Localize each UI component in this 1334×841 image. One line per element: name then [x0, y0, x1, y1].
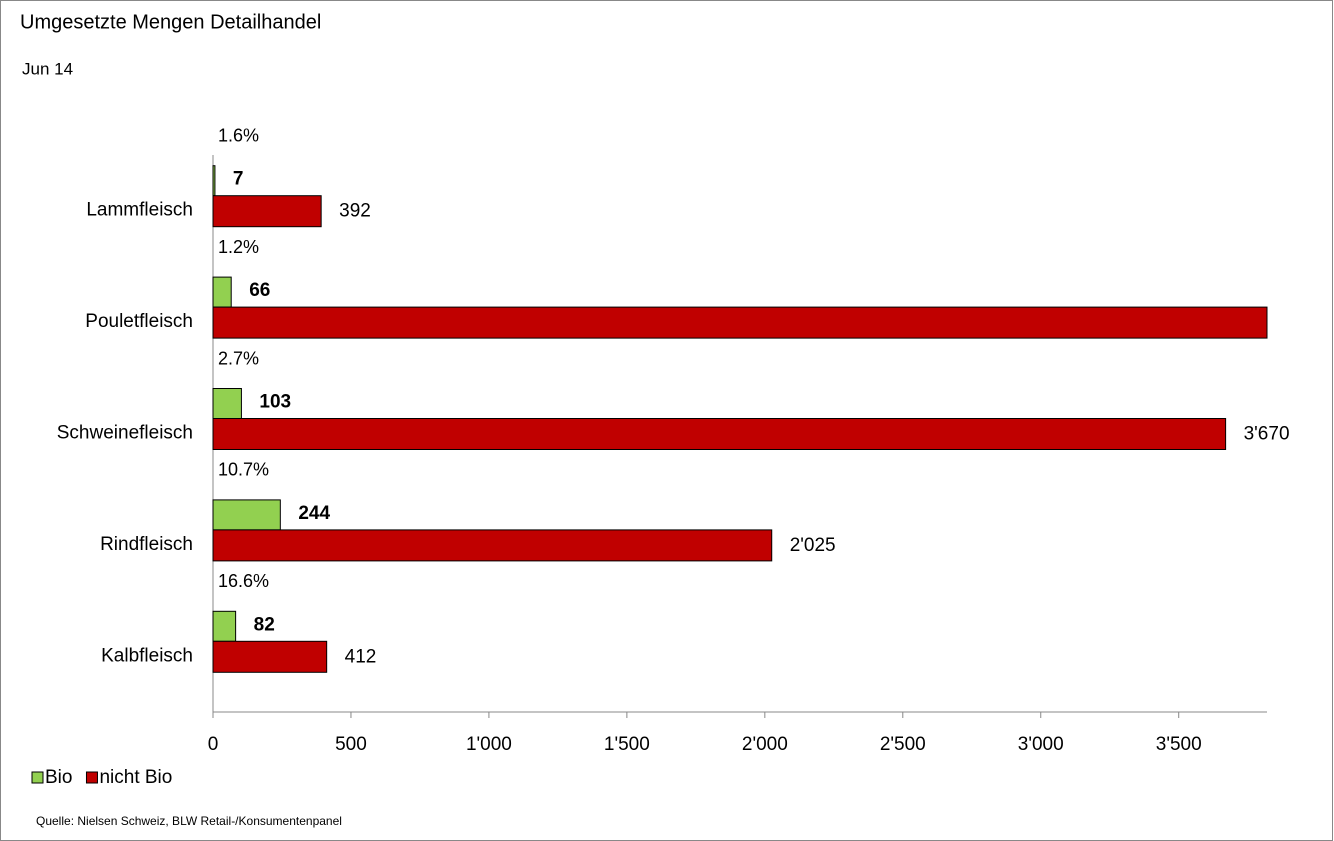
bar — [212, 306, 1268, 339]
x-tick-label: 2'500 — [880, 734, 926, 755]
x-tick-label: 1'000 — [466, 734, 512, 755]
legend-label: nicht Bio — [99, 767, 172, 788]
y-tick-label: Schweinefleisch — [57, 423, 193, 444]
share-label: 10.7% — [218, 460, 269, 480]
data-label: 412 — [345, 646, 377, 667]
y-tick-label: Kalbfleisch — [101, 645, 193, 666]
data-label: 66 — [249, 280, 270, 301]
share-label: 1.6% — [218, 125, 259, 145]
data-label: 2'025 — [790, 535, 836, 556]
bar — [212, 418, 1227, 450]
source-note: Quelle: Nielsen Schweiz, BLW Retail-/Kon… — [36, 814, 342, 828]
bar — [212, 610, 237, 642]
bar — [212, 195, 322, 228]
data-label: 7 — [233, 169, 244, 190]
share-label: 1.2% — [218, 237, 259, 257]
share-label: 16.6% — [218, 571, 269, 591]
y-tick-label: Lammfleisch — [86, 200, 193, 221]
x-tick-label: 1'500 — [604, 734, 650, 755]
legend-swatch — [31, 771, 44, 784]
bar — [212, 388, 242, 419]
share-label: 2.7% — [218, 348, 259, 368]
data-label: 82 — [254, 614, 275, 635]
data-label: 244 — [298, 503, 330, 524]
data-label: 103 — [259, 392, 291, 413]
bar — [212, 276, 232, 308]
x-tick-label: 0 — [208, 734, 219, 755]
legend-label: Bio — [45, 767, 72, 788]
x-tick-label: 500 — [335, 734, 367, 755]
legend-swatch — [85, 771, 98, 784]
chart-title: Umgesetzte Mengen Detailhandel — [20, 11, 321, 33]
bar — [212, 165, 216, 197]
bar — [212, 640, 328, 673]
y-tick-label: Pouletfleisch — [85, 311, 193, 332]
data-label: 392 — [339, 201, 371, 222]
bar — [212, 529, 773, 562]
y-tick-label: Rindfleisch — [100, 534, 193, 555]
x-tick-label: 3'500 — [1156, 734, 1202, 755]
x-tick-label: 3'000 — [1018, 734, 1064, 755]
chart-subtitle: Jun 14 — [22, 59, 73, 78]
x-tick-label: 2'000 — [742, 734, 788, 755]
data-label: 3'670 — [1244, 424, 1290, 445]
bar — [212, 499, 281, 531]
